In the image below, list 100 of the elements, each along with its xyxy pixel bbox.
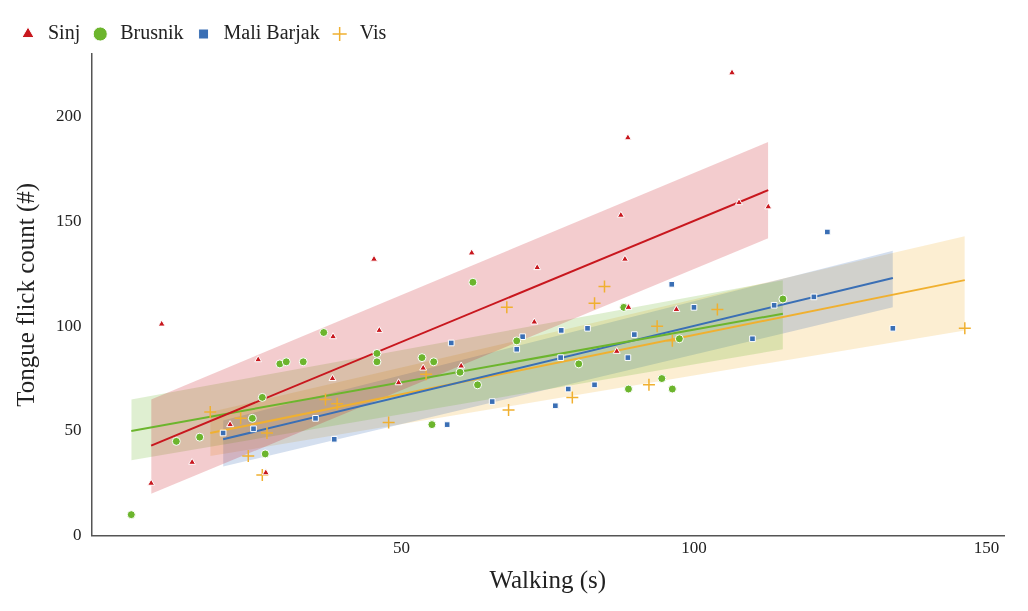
point: [330, 435, 338, 443]
point: [623, 384, 633, 394]
point: [247, 413, 257, 423]
y-tick-label: 200: [56, 106, 82, 126]
point: [281, 357, 291, 367]
point: [255, 468, 270, 482]
x-axis-title: Walking (s): [489, 565, 607, 594]
point: [473, 380, 483, 390]
y-tick-label: 50: [64, 420, 82, 440]
point: [455, 367, 465, 377]
point: [657, 374, 667, 384]
legend-label: Vis: [359, 21, 387, 44]
point: [642, 378, 656, 392]
point: [667, 384, 677, 394]
legend-label: Brusnik: [120, 21, 184, 44]
point: [630, 331, 638, 338]
point: [621, 254, 629, 262]
point: [488, 398, 496, 405]
point: [429, 357, 439, 367]
point: [147, 478, 156, 486]
point: [203, 405, 217, 419]
point: [319, 327, 329, 337]
point: [624, 354, 632, 361]
point: [958, 321, 972, 336]
point: [260, 426, 274, 440]
point: [735, 198, 743, 206]
point: [372, 348, 382, 358]
point: [587, 296, 602, 310]
point: [157, 319, 166, 327]
point: [447, 339, 455, 347]
point: [318, 392, 333, 407]
x-tick-label: 50: [393, 538, 411, 558]
point: [710, 302, 725, 317]
point: [500, 300, 514, 315]
y-axis-title: Tongue flick count (#): [11, 182, 40, 407]
x-tick-label: 150: [973, 538, 1000, 558]
point: [419, 363, 428, 371]
point: [552, 402, 559, 410]
point: [419, 367, 433, 382]
y-tick-label: 100: [56, 315, 82, 335]
point: [254, 355, 263, 363]
point: [328, 374, 337, 382]
point: [584, 324, 591, 332]
point: [467, 248, 476, 256]
point: [443, 421, 451, 428]
point: [171, 436, 181, 446]
point: [533, 263, 542, 271]
point: [427, 420, 437, 430]
point: [126, 510, 136, 520]
point: [457, 361, 466, 369]
point: [195, 432, 205, 442]
point: [257, 392, 267, 402]
point: [512, 336, 522, 346]
point: [519, 333, 526, 341]
point: [417, 353, 427, 363]
point: [564, 385, 572, 393]
point: [330, 396, 344, 411]
point: [591, 381, 598, 389]
point: [260, 449, 270, 459]
legend-label: Sinj: [48, 21, 81, 45]
point: [298, 357, 308, 367]
legend-label: Mali Barjak: [223, 21, 320, 45]
point: [889, 324, 897, 332]
point: [530, 317, 539, 325]
point: [372, 357, 382, 367]
point: [370, 254, 378, 262]
point: [778, 294, 788, 304]
point: [749, 335, 756, 343]
point: [501, 403, 516, 417]
point: [565, 390, 580, 405]
point: [394, 378, 403, 386]
point: [329, 332, 338, 340]
point: [674, 334, 684, 344]
x-tick-label: 100: [681, 538, 707, 558]
point: [597, 279, 612, 294]
point: [624, 302, 633, 310]
point: [557, 354, 564, 361]
point: [728, 68, 736, 76]
point: [668, 281, 676, 288]
point: [616, 210, 625, 218]
point: [574, 359, 584, 369]
point: [468, 277, 478, 287]
point: [312, 415, 319, 422]
point: [261, 468, 270, 476]
point: [623, 133, 632, 141]
y-tick-label: 0: [73, 525, 82, 545]
point: [250, 425, 257, 433]
point: [219, 429, 227, 437]
point: [513, 345, 521, 353]
point: [810, 293, 818, 301]
point: [226, 420, 235, 428]
point: [188, 457, 197, 465]
point: [672, 304, 681, 312]
point: [233, 411, 248, 426]
point: [690, 304, 698, 311]
y-tick-label: 150: [56, 210, 82, 230]
point: [557, 327, 565, 334]
point: [241, 449, 256, 463]
point: [764, 202, 773, 210]
point: [375, 325, 384, 333]
